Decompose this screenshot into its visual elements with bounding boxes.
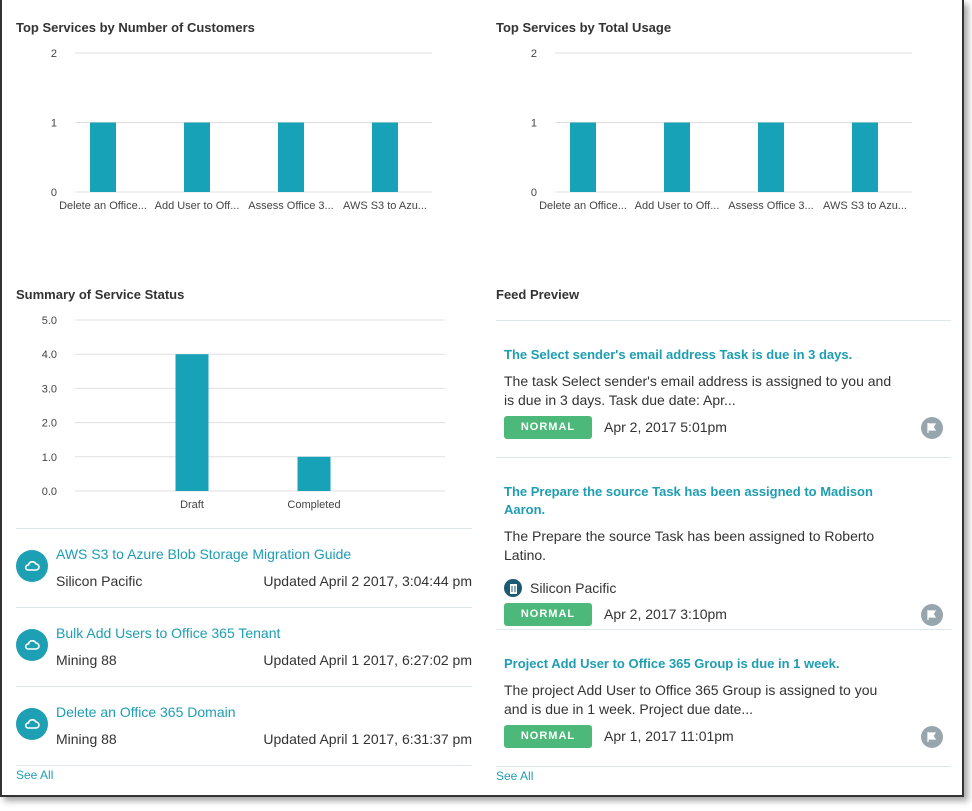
account-name[interactable]: Silicon Pacific (530, 580, 617, 596)
x-tick-label: Delete an Office... (59, 200, 147, 212)
cloud-icon (16, 550, 48, 582)
divider (496, 457, 951, 458)
y-tick-label: 1.0 (42, 452, 57, 464)
service-record: Delete an Office 365 Domain Mining 88 Up… (16, 695, 472, 765)
account-name: Silicon Pacific (56, 573, 143, 589)
divider (16, 765, 472, 766)
account-name: Mining 88 (56, 652, 117, 668)
updated-timestamp: Updated April 2 2017, 3:04:44 pm (263, 573, 472, 589)
feed-heading-link[interactable]: The Prepare the source Task has been ass… (504, 484, 873, 517)
feed-item: The Prepare the source Task has been ass… (504, 483, 944, 626)
updated-timestamp: Updated April 1 2017, 6:31:37 pm (263, 731, 472, 747)
feed-heading-link[interactable]: Project Add User to Office 365 Group is … (504, 656, 840, 671)
y-tick-label: 2 (531, 48, 537, 60)
y-tick-label: 2 (51, 48, 57, 60)
flag-icon[interactable] (921, 417, 943, 439)
building-icon (504, 579, 522, 597)
y-tick-label: 5.0 (42, 315, 57, 327)
feed-account: Silicon Pacific (504, 579, 944, 597)
records-see-all-link[interactable]: See All (16, 768, 54, 782)
feed-body: The Prepare the source Task has been ass… (504, 528, 875, 563)
x-tick-label: Add User to Off... (155, 200, 240, 212)
customers-chart: 0 1 2 Delete an Office... Add User to Off...… (51, 48, 432, 212)
usage-chart: 0 1 2 Delete an Office... Add User to Off...… (531, 48, 912, 212)
feed-date: Apr 2, 2017 3:10pm (604, 606, 727, 622)
feed-date: Apr 2, 2017 5:01pm (604, 419, 727, 435)
bar[interactable] (372, 122, 398, 193)
feed-item: The Select sender's email address Task i… (504, 346, 944, 439)
y-tick-label: 1 (531, 118, 537, 130)
service-record: Bulk Add Users to Office 365 Tenant Mini… (16, 616, 472, 686)
divider (496, 629, 951, 630)
chart-title: Top Services by Total Usage (496, 20, 672, 35)
bar[interactable] (758, 122, 784, 193)
x-tick-label: Delete an Office... (539, 200, 627, 212)
x-tick-label: Assess Office 3... (728, 200, 813, 212)
cloud-icon (16, 629, 48, 661)
y-tick-label: 0.0 (42, 486, 57, 498)
status-chart: 0.0 1.0 2.0 3.0 4.0 5.0 Draft Completed (42, 315, 445, 511)
bar[interactable] (297, 456, 331, 491)
bar[interactable] (664, 122, 690, 193)
y-tick-label: 4.0 (42, 349, 57, 361)
service-name-link[interactable]: Delete an Office 365 Domain (56, 704, 236, 720)
flag-icon[interactable] (921, 604, 943, 626)
bar[interactable] (175, 354, 209, 491)
flag-icon[interactable] (921, 726, 943, 748)
service-record: AWS S3 to Azure Blob Storage Migration G… (16, 537, 472, 607)
priority-badge: NORMAL (504, 725, 592, 748)
service-name-link[interactable]: AWS S3 to Azure Blob Storage Migration G… (56, 546, 352, 562)
chart-title: Top Services by Number of Customers (16, 20, 255, 35)
divider (496, 320, 951, 321)
bar[interactable] (570, 122, 596, 193)
bar[interactable] (278, 122, 304, 193)
y-tick-label: 1 (51, 118, 57, 130)
priority-badge: NORMAL (504, 416, 592, 439)
x-tick-label: AWS S3 to Azu... (823, 200, 907, 212)
x-tick-label: AWS S3 to Azu... (343, 200, 427, 212)
divider (16, 686, 472, 687)
y-tick-label: 0 (531, 187, 537, 199)
y-tick-label: 2.0 (42, 418, 57, 430)
divider (16, 607, 472, 608)
feed-item: Project Add User to Office 365 Group is … (504, 655, 944, 748)
x-tick-label: Draft (180, 499, 204, 511)
bar[interactable] (90, 122, 116, 193)
cloud-icon (16, 708, 48, 740)
x-tick-label: Completed (287, 499, 340, 511)
feed-body: The project Add User to Office 365 Group… (504, 682, 878, 717)
y-tick-label: 3.0 (42, 383, 57, 395)
feed-title: Feed Preview (496, 287, 580, 302)
feed-heading-link[interactable]: The Select sender's email address Task i… (504, 347, 853, 362)
feed-see-all-link[interactable]: See All (496, 769, 534, 783)
updated-timestamp: Updated April 1 2017, 6:27:02 pm (263, 652, 472, 668)
chart-title: Summary of Service Status (16, 287, 185, 302)
priority-badge: NORMAL (504, 603, 592, 626)
y-tick-label: 0 (51, 187, 57, 199)
x-tick-label: Assess Office 3... (248, 200, 333, 212)
bar[interactable] (184, 122, 210, 193)
x-tick-label: Add User to Off... (635, 200, 720, 212)
feed-date: Apr 1, 2017 11:01pm (604, 728, 734, 744)
divider (16, 528, 472, 529)
account-name: Mining 88 (56, 731, 117, 747)
bar[interactable] (852, 122, 878, 193)
dashboard: Top Services by Number of Customers 0 1 2 D… (0, 0, 964, 797)
divider (496, 766, 951, 767)
service-name-link[interactable]: Bulk Add Users to Office 365 Tenant (56, 625, 281, 641)
feed-body: The task Select sender's email address i… (504, 373, 892, 408)
